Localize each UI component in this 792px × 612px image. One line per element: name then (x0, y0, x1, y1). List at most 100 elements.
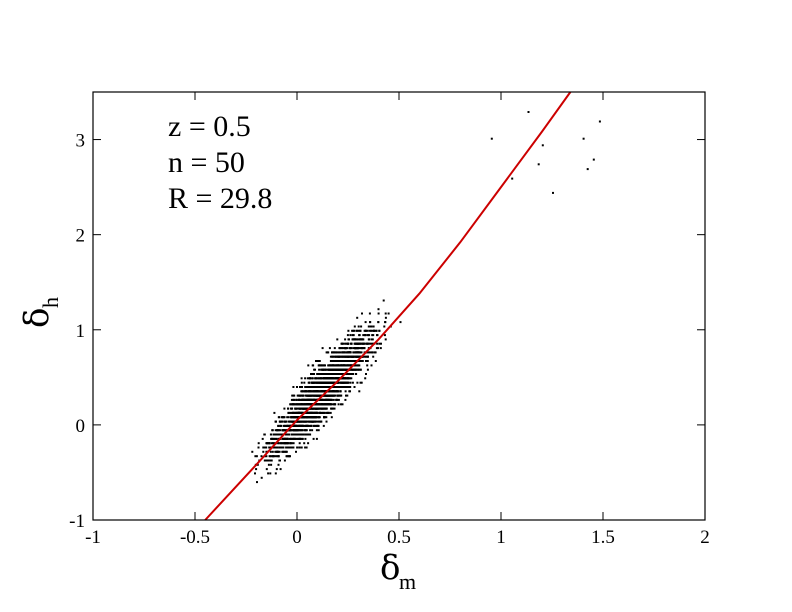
scatter-point (296, 411, 299, 414)
scatter-point (303, 442, 306, 445)
scatter-point (359, 347, 362, 350)
scatter-point (286, 424, 289, 427)
scatter-point (301, 433, 304, 436)
scatter-point (303, 381, 306, 384)
scatter-point (329, 377, 332, 380)
scatter-point (287, 455, 290, 458)
scatter-point (377, 321, 380, 324)
scatter-point (320, 368, 323, 371)
scatter-point (312, 416, 315, 419)
scatter-point (306, 377, 309, 380)
scatter-point (272, 433, 275, 436)
scatter-point (375, 347, 378, 350)
scatter-point (344, 368, 347, 371)
scatter-point (325, 411, 328, 414)
scatter-point (359, 351, 362, 354)
scatter-point (292, 442, 295, 445)
scatter-point (333, 351, 336, 354)
scatter-point (353, 360, 356, 362)
scatter-point (282, 437, 285, 440)
scatter-point (304, 446, 307, 449)
scatter-point (352, 334, 355, 337)
scatter-point (319, 411, 322, 414)
scatter-point (356, 381, 359, 384)
scatter-point (317, 381, 320, 384)
scatter-point (363, 342, 366, 345)
scatter-point (350, 347, 353, 350)
scatter-point (343, 364, 346, 367)
scatter-point (311, 377, 314, 380)
scatter-point (308, 424, 311, 427)
scatter-point (299, 429, 302, 432)
scatter-point (327, 403, 330, 406)
scatter-point (287, 411, 290, 414)
scatter-point (301, 403, 303, 406)
scatter-point (357, 368, 360, 371)
scatter-point (368, 338, 370, 341)
scatter-point (283, 442, 286, 445)
scatter-point (334, 403, 337, 406)
scatter-point (320, 390, 323, 393)
scatter-point (298, 433, 301, 436)
scatter-point (341, 342, 344, 345)
scatter-point (348, 373, 351, 375)
scatter-point (309, 411, 311, 414)
scatter-point (365, 355, 368, 358)
scatter-point (254, 472, 256, 475)
scatter-point (282, 450, 285, 453)
scatter-point (298, 442, 301, 445)
scatter-point (303, 407, 306, 410)
scatter-point (351, 381, 354, 384)
scatter-point (384, 312, 387, 315)
scatter-point (288, 420, 291, 423)
scatter-point (297, 416, 300, 419)
scatter-point (268, 446, 271, 449)
scatter-point (275, 437, 278, 440)
scatter-point (359, 338, 362, 341)
scatter-point (340, 368, 343, 371)
scatter-point (346, 347, 349, 350)
scatter-point (365, 373, 367, 375)
x-axis-label-subscript: m (399, 569, 416, 594)
scatter-point (356, 364, 359, 367)
y-axis-label-symbol: δ (17, 308, 57, 328)
scatter-point (321, 347, 324, 350)
scatter-point (355, 347, 358, 350)
scatter-point (260, 476, 263, 479)
scatter-point (279, 442, 282, 445)
scatter-point (270, 437, 273, 440)
scatter-point (310, 403, 313, 406)
scatter-point (355, 364, 358, 367)
scatter-point (265, 459, 267, 462)
scatter-point (345, 342, 348, 345)
scatter-point (356, 338, 359, 341)
scatter-point (347, 373, 349, 375)
scatter-point (303, 429, 306, 432)
scatter-point (298, 446, 301, 449)
scatter-point (265, 442, 268, 445)
scatter-point (332, 398, 335, 401)
scatter-point (361, 338, 364, 341)
scatter-point (283, 429, 286, 432)
scatter-point (276, 446, 278, 449)
scatter-point (378, 342, 381, 345)
scatter-point (294, 429, 297, 432)
scatter-point (284, 437, 287, 440)
scatter-point (366, 342, 369, 345)
scatter-point (317, 424, 319, 427)
scatter-point (313, 420, 316, 423)
scatter-point (313, 381, 316, 384)
scatter-point (317, 373, 320, 375)
scatter-point (331, 360, 334, 362)
scatter-point (320, 394, 323, 397)
scatter-point (299, 437, 302, 440)
scatter-point (328, 368, 331, 371)
scatter-point (355, 355, 358, 358)
scatter-point (363, 347, 366, 350)
scatter-point (344, 377, 346, 380)
scatter-point (301, 398, 304, 401)
scatter-point (360, 347, 363, 350)
scatter-point (297, 424, 300, 427)
scatter-point (334, 355, 337, 358)
